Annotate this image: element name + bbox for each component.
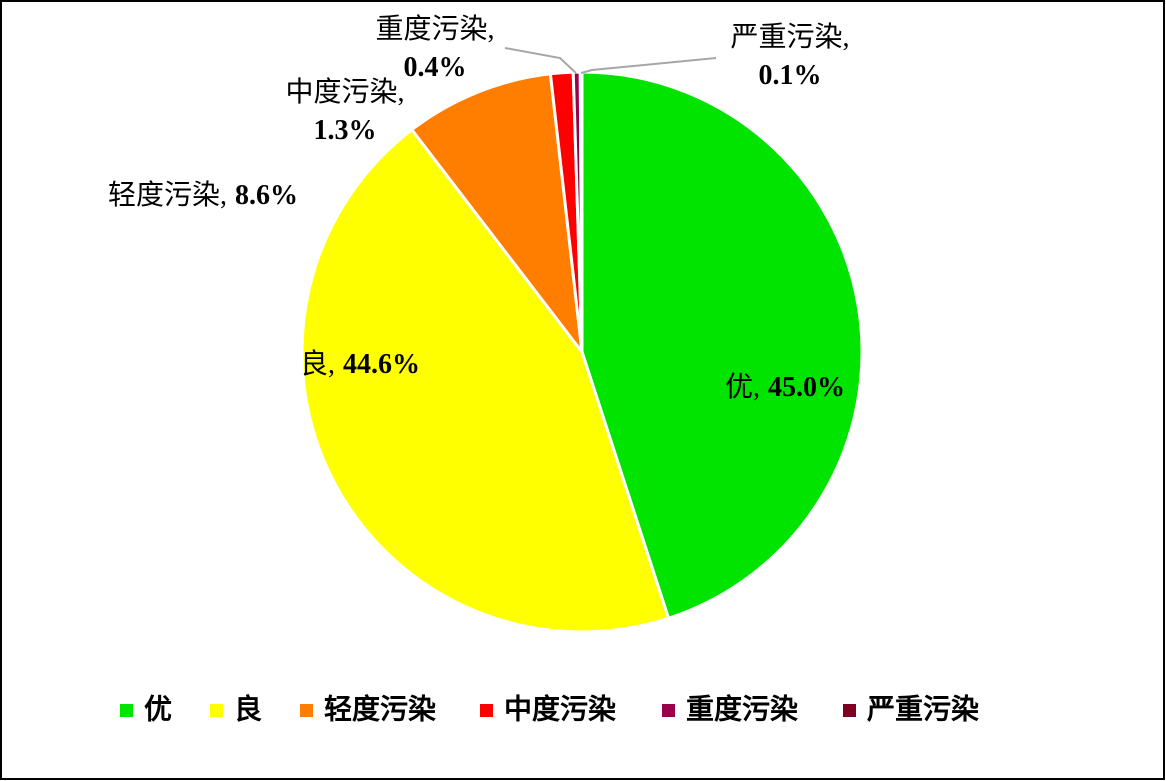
pie-slice <box>409 72 585 358</box>
label-category: 严重污染 <box>730 21 842 53</box>
label-value: 44.6% <box>343 349 420 380</box>
data-label: 严重污染, 0.1% <box>730 21 849 91</box>
legend-marker <box>480 704 493 717</box>
label-value: 0.4% <box>404 52 467 83</box>
label-category: 优 <box>725 371 753 403</box>
label-value: 0.1% <box>759 60 822 91</box>
pie-slice <box>578 70 584 353</box>
label-value: 45.0% <box>768 372 845 403</box>
pie-slice <box>300 127 671 634</box>
legend-label: 中度污染 <box>504 693 616 725</box>
label-category: 轻度污染 <box>108 179 220 211</box>
legend-label: 良 <box>234 692 262 725</box>
label-value: 1.3% <box>314 115 377 146</box>
leader-line <box>580 57 717 74</box>
data-label: 重度污染, 0.4% <box>375 13 494 83</box>
data-label: 良, 44.6% <box>300 348 420 380</box>
leader-line <box>504 47 577 74</box>
label-category: 良 <box>300 348 328 380</box>
label-category: 中度污染 <box>285 76 397 108</box>
legend-label: 严重污染 <box>867 693 979 725</box>
pie-slice <box>580 70 864 621</box>
label-separator: , <box>398 77 405 108</box>
label-separator: , <box>488 14 495 45</box>
legend-marker <box>120 704 133 717</box>
legend-marker <box>843 704 856 717</box>
data-label: 轻度污染, 8.6% <box>108 179 298 211</box>
legend-label: 轻度污染 <box>324 693 436 725</box>
label-category: 重度污染 <box>375 13 487 45</box>
legend-label: 重度污染 <box>686 693 798 725</box>
legend-label: 优 <box>144 693 172 725</box>
data-label: 优, 45.0% <box>725 371 845 403</box>
legend-marker <box>662 704 675 717</box>
label-separator: , <box>328 349 335 380</box>
label-separator: , <box>843 22 850 53</box>
legend-marker <box>300 704 313 717</box>
label-separator: , <box>220 180 227 211</box>
legend-marker <box>210 704 223 717</box>
label-value: 8.6% <box>235 180 298 211</box>
label-separator: , <box>753 372 760 403</box>
data-label: 中度污染, 1.3% <box>285 76 404 146</box>
